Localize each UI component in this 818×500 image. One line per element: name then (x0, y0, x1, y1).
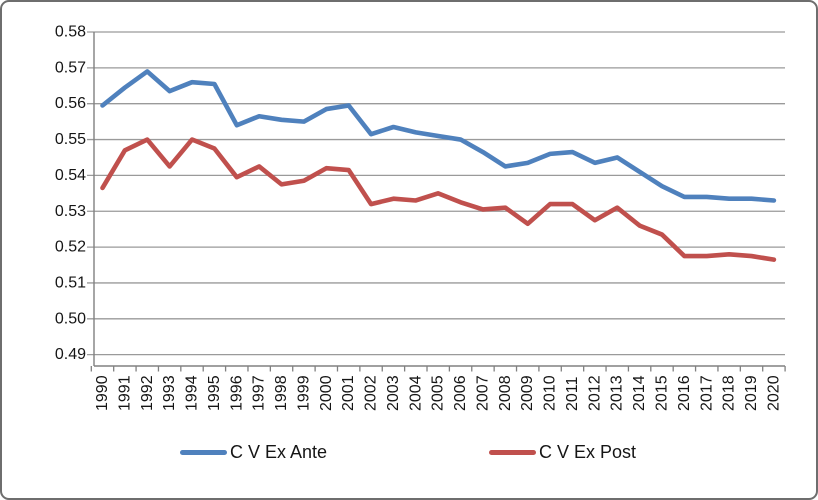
x-tick-label: 2010 (542, 375, 559, 411)
x-tick-label: 1993 (161, 375, 178, 411)
x-tick-label: 2000 (318, 375, 335, 411)
legend-item-cv-ex-ante: C V Ex Ante (180, 440, 327, 464)
x-tick-label: 1991 (116, 375, 133, 411)
series-line-c-v-ex-post (100, 137, 777, 262)
x-tick-label: 1990 (94, 375, 111, 411)
legend-label-cv-ex-ante: C V Ex Ante (230, 441, 328, 462)
y-tick-label: 0.54 (55, 167, 86, 184)
x-tick-label: 2020 (765, 375, 782, 411)
x-tick-label: 2011 (564, 376, 581, 411)
x-tick-label: 2012 (586, 375, 603, 411)
x-tick-label: 2009 (519, 375, 536, 411)
x-tick-label: 2003 (385, 375, 402, 411)
x-tick-label: 2004 (407, 375, 424, 411)
y-tick-label: 0.56 (55, 95, 86, 112)
legend-item-cv-ex-post: C V Ex Post (489, 440, 636, 464)
red-line-swatch (489, 449, 536, 455)
y-tick-label: 0.57 (55, 59, 86, 76)
x-tick-label: 1994 (184, 375, 201, 411)
x-tick-label: 1995 (206, 375, 223, 411)
x-tick-label: 2001 (340, 375, 357, 411)
y-tick-label: 0.50 (55, 310, 86, 327)
x-tick-label: 2016 (676, 375, 693, 411)
y-tick-label: 0.51 (55, 274, 86, 291)
x-tick-label: 2006 (452, 375, 469, 411)
chart-legend: C V Ex Ante C V Ex Post (2, 440, 816, 470)
x-tick-label: 2015 (654, 375, 671, 411)
y-tick-label: 0.49 (55, 346, 86, 363)
x-tick-label: 2008 (497, 375, 514, 411)
x-tick-label: 1996 (228, 375, 245, 411)
series-line-c-v-ex-ante (100, 69, 777, 203)
x-tick-label: 2018 (721, 375, 738, 411)
x-tick-label: 2007 (474, 375, 491, 411)
y-tick-label: 0.53 (55, 203, 86, 220)
y-tick-label: 0.52 (55, 239, 86, 256)
x-tick-label: 1998 (273, 375, 290, 411)
x-tick-label: 1992 (139, 375, 156, 411)
x-tick-label: 2013 (609, 375, 626, 411)
x-tick-label: 2002 (363, 375, 380, 411)
x-tick-label: 2017 (698, 375, 715, 411)
x-tick-label: 1997 (251, 375, 268, 411)
y-tick-label: 0.55 (55, 131, 86, 148)
blue-line-swatch (180, 449, 227, 455)
legend-label-cv-ex-post: C V Ex Post (539, 441, 637, 462)
x-tick-label: 2005 (430, 375, 447, 411)
x-tick-label: 2019 (743, 375, 760, 411)
x-tick-label: 1999 (295, 375, 312, 411)
x-tick-label: 2014 (631, 375, 648, 411)
y-tick-label: 0.58 (55, 24, 86, 41)
